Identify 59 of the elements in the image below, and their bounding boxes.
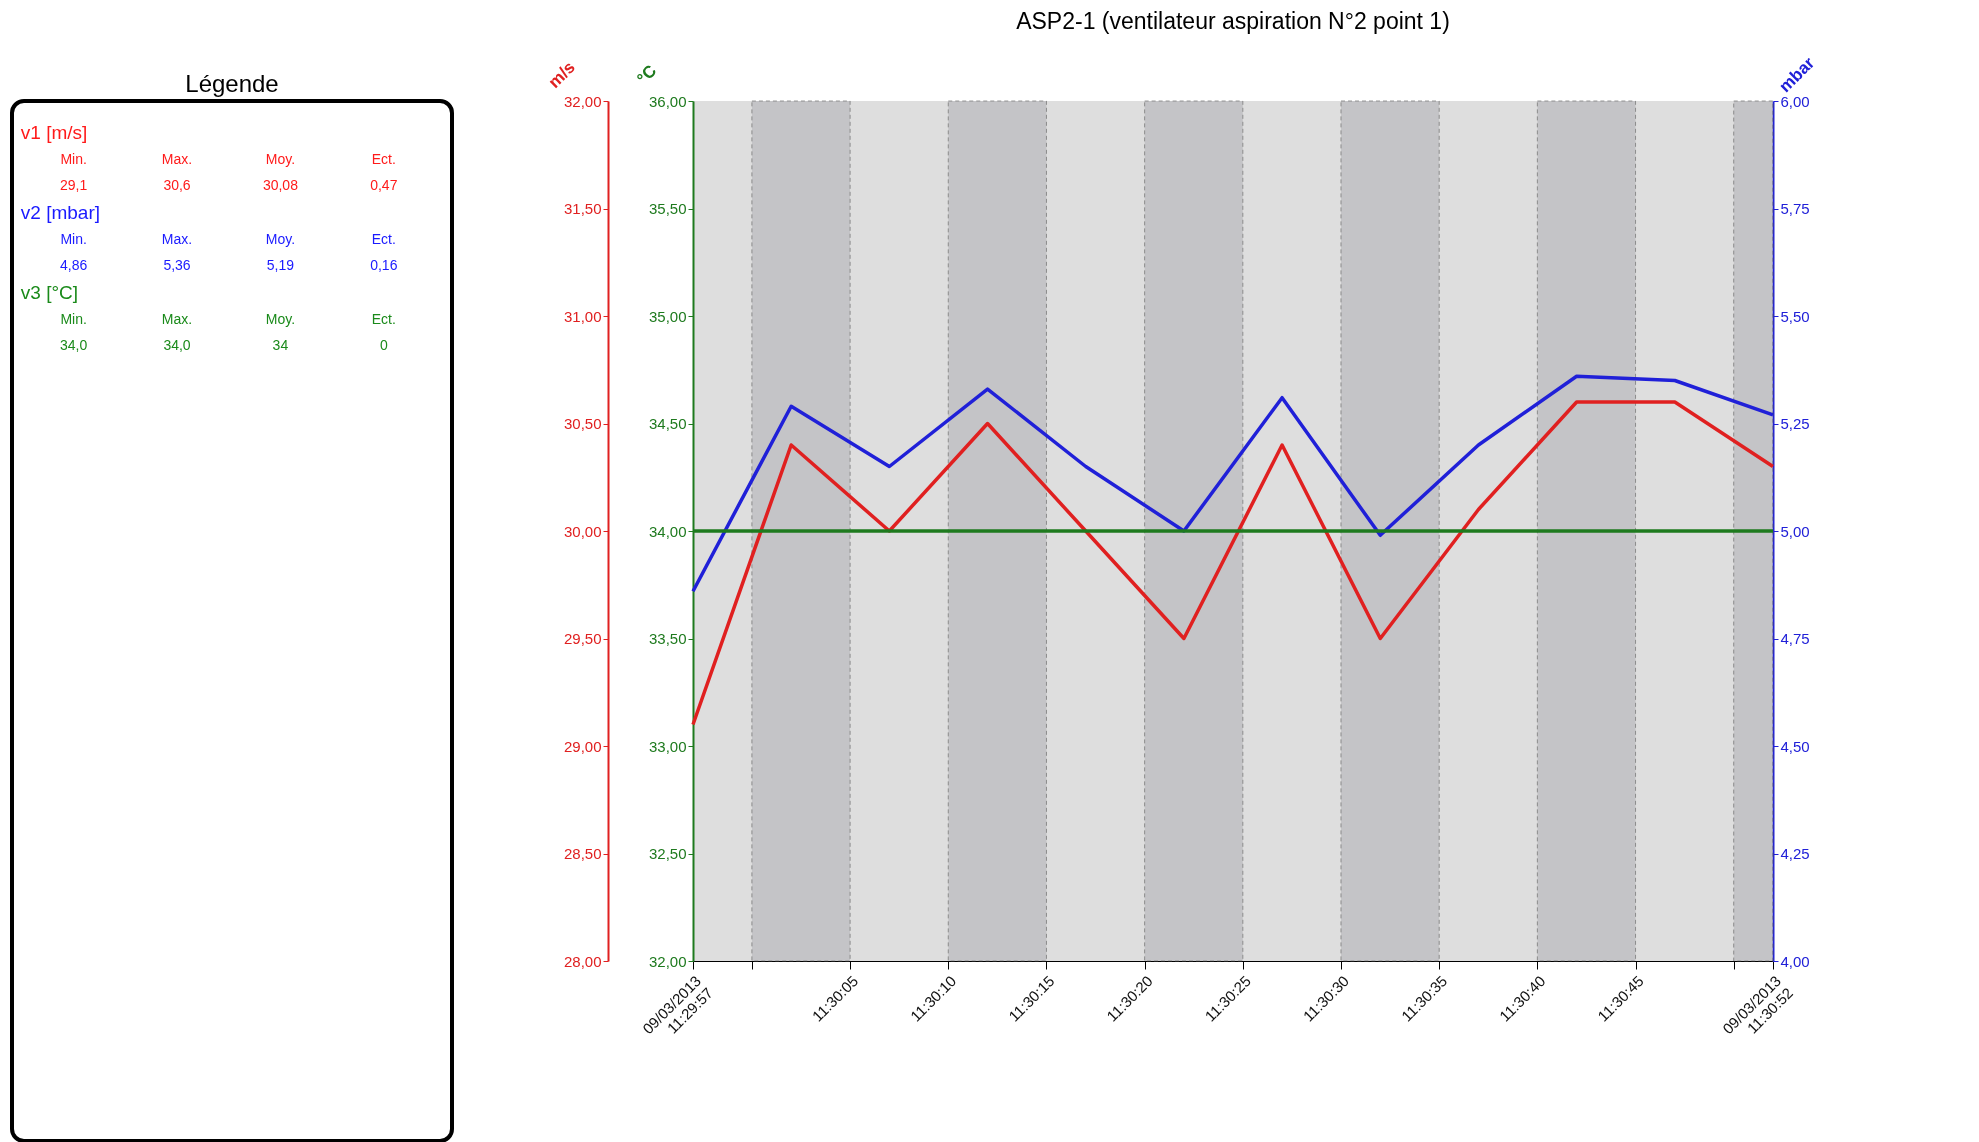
category-label: Moy. [265,150,296,167]
category-label: Ect. [371,310,396,327]
data-label: 30,08 [262,177,299,194]
category-label: Ect. [371,150,396,167]
category-label: Ect. [371,230,396,247]
legend-label: v3 [°C] [20,282,79,303]
data-label: 0,16 [370,257,398,274]
y3-tick-label: 36,00 [648,92,687,110]
y2-tick-label: 5,25 [1780,415,1810,432]
y-tick-label: 30,50 [563,415,602,432]
y-tick-label: 31,50 [563,200,602,217]
y-tick-label: 31,00 [563,307,602,325]
y3-tick-label: 34,50 [648,415,687,432]
data-label: 34,0 [163,337,191,354]
y2-tick-label: 4,00 [1780,952,1810,970]
y-tick-label: 29,50 [563,630,602,647]
y3-tick-label: 34,00 [648,522,687,540]
y3-tick-label: 33,00 [648,737,687,755]
y2-tick-label: 5,00 [1780,522,1810,540]
y-tick-label: 28,00 [563,952,602,970]
category-label: Max. [161,150,193,167]
y2-tick-label: 6,00 [1780,92,1810,110]
data-label: 34 [272,337,289,354]
y2-tick-label: 4,75 [1780,630,1810,647]
y3-tick-label: 32,50 [648,845,687,862]
data-label: 30,6 [163,177,191,194]
y3-tick-label: 32,00 [648,952,687,970]
line-series [691,400,1775,727]
y3-tick-label: 33,50 [648,630,687,647]
y2-tick-label: 4,25 [1780,845,1810,862]
category-label: Min. [60,230,87,247]
y3-tick-label: 35,50 [648,200,687,217]
data-label: 29,1 [59,177,88,194]
category-label: Moy. [265,310,296,327]
y3-tick-label: 35,00 [648,307,687,325]
category-label: Min. [60,310,87,327]
chart-title: ASP2-1 (ventilateur aspiration N°2 point 1) [1016,7,1450,34]
data-label: 5,36 [163,257,191,274]
category-label: Max. [161,310,193,327]
data-label: 4,86 [59,257,88,274]
y-tick-label: 29,00 [563,737,602,755]
y-tick-label: 32,00 [563,92,602,110]
category-label: Max. [161,230,193,247]
data-label: 0,47 [370,177,398,194]
text: Légende [185,70,279,97]
y3-axis-title: °C [633,61,661,89]
data-label: 34,0 [59,337,88,354]
category-label: Moy. [265,230,296,247]
data-label: 5,19 [266,257,295,274]
y2-tick-label: 4,50 [1780,737,1810,755]
data-label: 0 [379,337,388,354]
y-tick-label: 28,50 [563,845,602,862]
category-label: Min. [60,150,87,167]
y-tick-label: 30,00 [563,522,602,540]
legend-label: v2 [mbar] [20,202,100,223]
y-axis-title: m/s [544,57,579,92]
legend-label: v1 [m/s] [20,122,88,143]
y2-tick-label: 5,75 [1780,200,1810,217]
y2-tick-label: 5,50 [1780,307,1810,325]
